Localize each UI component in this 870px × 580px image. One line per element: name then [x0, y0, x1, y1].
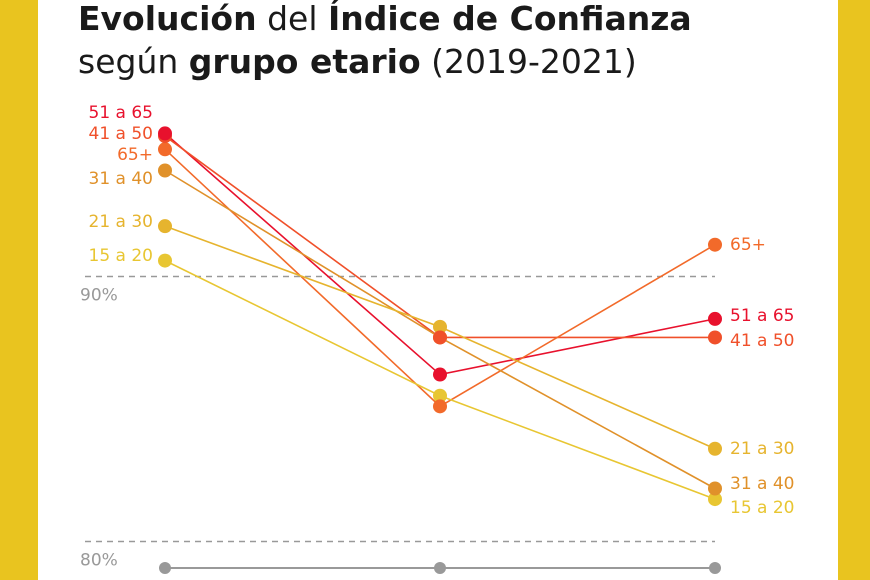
title-part: Evolución	[78, 0, 257, 38]
chart-title: Evolución del Índice de Confianza	[78, 0, 692, 38]
point	[708, 492, 722, 507]
title-part: Índice de Confianza	[328, 0, 692, 38]
point	[433, 330, 447, 345]
x-axis-dot	[159, 562, 171, 574]
y-tick-label: 90%	[80, 286, 118, 306]
title-part: según	[78, 42, 189, 81]
point	[433, 367, 447, 382]
legend-label: 41 a 50	[730, 331, 795, 351]
x-axis-dot	[434, 562, 446, 574]
legend-label: 51 a 65	[89, 103, 154, 123]
legend-label: 41 a 50	[89, 124, 154, 144]
legend-label: 21 a 30	[89, 212, 154, 232]
legend-label: 31 a 40	[730, 474, 795, 494]
legend-label: 31 a 40	[89, 169, 154, 189]
point	[158, 253, 172, 268]
point	[433, 388, 447, 403]
legend-label: 15 a 20	[730, 498, 795, 518]
point	[433, 319, 447, 334]
y-tick-label: 80%	[80, 551, 118, 571]
legend-label: 65+	[730, 235, 766, 255]
point	[708, 330, 722, 345]
point	[708, 481, 722, 496]
chart-title: según grupo etario (2019-2021)	[78, 42, 637, 81]
x-axis-dot	[709, 562, 721, 574]
left-border	[0, 0, 38, 580]
title-part: del	[257, 0, 328, 38]
point	[708, 311, 722, 326]
legend-label: 15 a 20	[89, 246, 154, 266]
point	[433, 399, 447, 414]
legend-label: 21 a 30	[730, 439, 795, 459]
point	[158, 219, 172, 234]
legend-label: 51 a 65	[730, 306, 795, 326]
right-border	[838, 0, 870, 580]
point	[158, 142, 172, 157]
point	[158, 126, 172, 141]
legend-label: 65+	[117, 145, 153, 165]
point	[158, 163, 172, 178]
point	[708, 237, 722, 252]
title-part: (2019-2021)	[421, 42, 637, 81]
title-part: grupo etario	[189, 42, 421, 81]
point	[708, 441, 722, 456]
